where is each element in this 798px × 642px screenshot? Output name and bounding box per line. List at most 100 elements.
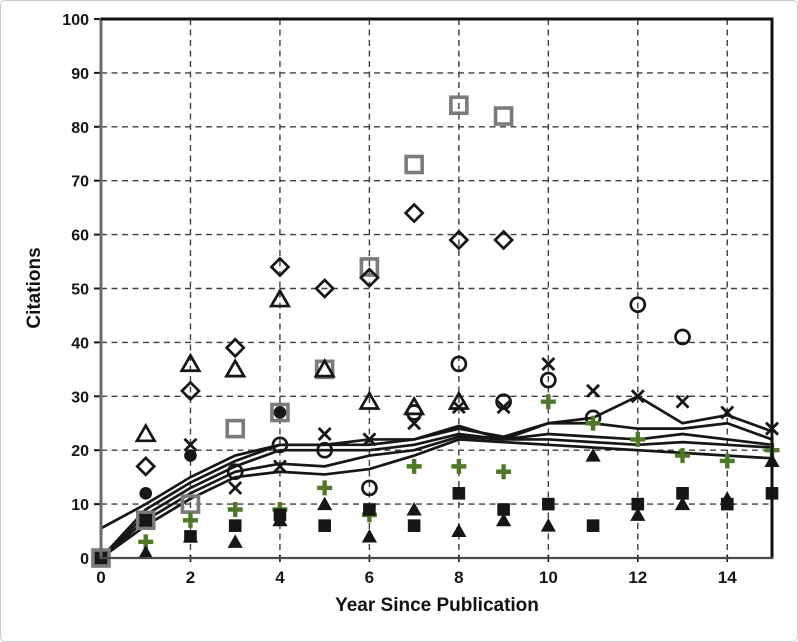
y-tick-label: 80 [71,120,89,137]
marker-x-mark [586,383,601,398]
marker-x-mark [541,356,556,371]
marker-open-triangle [313,358,336,378]
y-tick-label: 100 [62,12,89,29]
marker-plus [585,415,601,431]
x-tick-label: 12 [628,568,647,587]
marker-x-mark [630,389,645,404]
series-filled-square-series [94,487,779,565]
marker-filled-triangle [138,545,154,559]
marker-filled-triangle [361,528,377,543]
marker-filled-square [139,513,153,527]
y-tick-label: 40 [71,335,89,352]
x-tick-label: 10 [539,568,558,587]
marker-open-circle [361,479,378,497]
marker-filled-square [318,519,331,532]
marker-filled-triangle [496,512,512,527]
marker-open-diamond [358,267,380,289]
series-trend-line-3 [100,432,773,559]
marker-filled-triangle [272,512,288,527]
trend-line-path [100,432,773,559]
marker-open-circle [539,371,557,389]
marker-x-mark [451,400,466,415]
y-tick-label: 30 [71,389,89,406]
marker-filled-circle [184,449,197,462]
x-tick-label: 14 [718,568,737,587]
trend-line-path [100,435,773,560]
marker-open-triangle [358,390,381,410]
marker-open-circle [405,404,423,421]
marker-open-triangle [224,358,247,378]
marker-plus [227,501,243,517]
marker-plus [496,464,512,480]
marker-open-diamond [180,380,201,402]
y-axis-title: Citations [24,247,45,329]
marker-open-square [493,106,514,126]
marker-filled-triangle [317,496,333,511]
trend-line-path [100,438,773,560]
y-tick-label: 70 [71,174,89,191]
series-filled-triangle-series [138,448,780,559]
marker-filled-triangle [451,523,467,538]
marker-x-mark [272,459,287,474]
marker-plus [406,458,422,474]
x-tick-label: 2 [186,568,195,587]
marker-filled-square [363,503,376,516]
marker-open-circle [271,436,289,454]
marker-filled-square [452,487,466,500]
marker-filled-square [631,497,645,511]
series-trend-line-2 [100,421,773,559]
marker-filled-triangle [540,518,556,532]
marker-filled-triangle [674,496,691,511]
series-trend-line-5 [100,438,773,560]
marker-plus [451,458,467,474]
marker-open-triangle [268,288,292,308]
marker-open-circle [674,328,691,346]
marker-filled-triangle [719,491,735,505]
marker-x-mark [407,416,422,431]
marker-filled-square [407,519,421,532]
marker-open-circle [226,463,244,481]
marker-x-mark [496,400,511,415]
series-open-diamond-series [135,202,515,477]
marker-filled-triangle [227,534,243,548]
trend-line-path [100,421,773,559]
marker-plus [540,394,556,410]
marker-x-mark [317,427,332,442]
marker-filled-triangle [406,501,422,516]
marker-filled-triangle [585,448,601,462]
marker-plus [182,512,198,528]
marker-filled-square [497,503,510,516]
marker-filled-triangle [182,528,199,543]
plot-frame [99,17,774,560]
marker-open-square [404,154,424,175]
marker-filled-circle [139,487,153,500]
x-tick-label: 8 [454,568,463,587]
marker-filled-square [586,519,600,532]
marker-open-circle [316,441,334,459]
axis-ticks: 0 10 20 30 40 50 60 70 80 90 100 0 2 4 6 8 10 12 14 [62,12,737,587]
x-tick-label: 4 [275,568,285,587]
marker-x-mark [362,432,377,447]
marker-open-diamond [493,229,515,251]
marker-open-diamond [135,455,157,477]
marker-open-square [225,418,245,439]
y-tick-label: 20 [71,443,89,460]
x-tick-label: 6 [365,568,374,587]
marker-open-circle [629,296,647,314]
marker-x-mark [228,480,243,495]
marker-open-diamond [269,256,291,278]
series-trend-line-1 [100,394,773,530]
y-tick-label: 90 [71,66,89,83]
marker-x-mark [720,405,735,420]
series-trend-line-4 [100,435,773,560]
marker-open-square [270,402,290,423]
marker-open-circle [450,355,468,373]
marker-open-square [449,95,469,116]
y-tick-label: 0 [80,551,89,568]
marker-open-diamond [224,337,246,359]
series-grey-open-square-series [91,95,514,568]
gridlines [101,19,772,558]
marker-open-square [359,257,380,277]
marker-filled-triangle [630,507,646,521]
